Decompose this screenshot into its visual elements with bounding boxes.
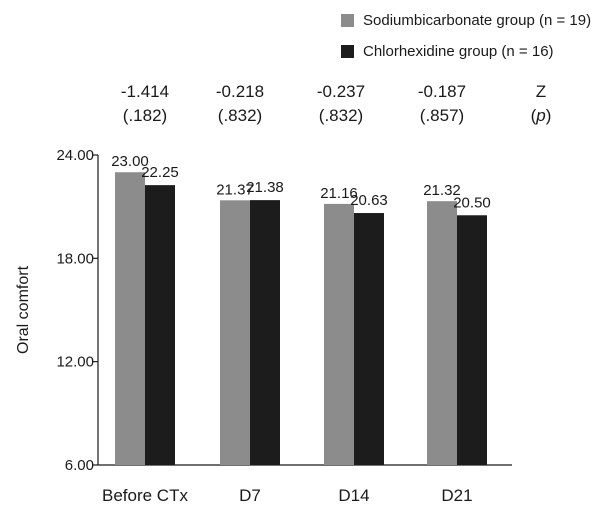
data-label-sodiumbicarbonate: 21.32 [423, 182, 461, 199]
bar-sodiumbicarbonate [220, 200, 250, 466]
p-label-open: ( [530, 106, 537, 125]
data-label-sodiumbicarbonate: 21.37 [216, 181, 254, 198]
x-tick-label: Before CTx [102, 486, 188, 505]
z-value: -1.414 [120, 82, 170, 101]
z-value: -0.237 [316, 82, 366, 101]
p-label: (p) [496, 104, 586, 128]
y-tick-label: 12.00 [56, 354, 94, 371]
p-value: (.182) [122, 106, 168, 125]
bar-sodiumbicarbonate [324, 203, 354, 465]
p-label-close: ) [545, 106, 552, 125]
p-value: (.832) [217, 106, 263, 125]
stat-before-ctx: -1.414 (.182) [100, 80, 190, 128]
bar-sodiumbicarbonate [427, 201, 457, 465]
bar-chlorhexidine [250, 200, 280, 465]
bar-chlorhexidine [145, 185, 175, 465]
z-label: Z [535, 82, 547, 101]
data-label-sodiumbicarbonate: 23.00 [111, 153, 149, 170]
z-value: -0.187 [417, 82, 467, 101]
data-label-chlorhexidine: 21.38 [246, 179, 284, 196]
y-tick-label: 6.00 [65, 457, 94, 474]
data-label-chlorhexidine: 22.25 [141, 164, 179, 181]
legend-label-sodiumbicarbonate: Sodiumbicarbonate group (n = 19) [363, 12, 592, 29]
data-label-sodiumbicarbonate: 21.16 [320, 185, 358, 202]
stat-d14: -0.237 (.832) [296, 80, 386, 128]
stat-d21: -0.187 (.857) [397, 80, 487, 128]
legend-item-sodiumbicarbonate: Sodiumbicarbonate group (n = 19) [341, 12, 591, 29]
legend-swatch-chlorhexidine [341, 45, 354, 58]
x-tick-label: D7 [239, 486, 261, 505]
data-label-chlorhexidine: 20.63 [350, 192, 388, 209]
x-tick-label: D21 [441, 486, 472, 505]
y-axis-label: Oral comfort [15, 265, 32, 354]
z-value: -0.218 [215, 82, 265, 101]
p-value: (.857) [419, 106, 465, 125]
p-value: (.832) [318, 106, 364, 125]
bar-chlorhexidine [354, 213, 384, 465]
p-label-var: p [536, 106, 546, 125]
stat-header: Z (p) [496, 80, 586, 128]
legend-swatch-sodiumbicarbonate [341, 14, 354, 27]
bar-chlorhexidine [457, 215, 487, 465]
bar-sodiumbicarbonate [115, 172, 145, 465]
y-tick-label: 18.00 [56, 250, 94, 267]
y-tick-label: 24.00 [56, 147, 94, 164]
legend-item-chlorhexidine: Chlorhexidine group (n = 16) [341, 43, 554, 60]
stat-d7: -0.218 (.832) [195, 80, 285, 128]
data-label-chlorhexidine: 20.50 [453, 194, 491, 211]
x-tick-label: D14 [338, 486, 369, 505]
legend-label-chlorhexidine: Chlorhexidine group (n = 16) [363, 43, 554, 60]
